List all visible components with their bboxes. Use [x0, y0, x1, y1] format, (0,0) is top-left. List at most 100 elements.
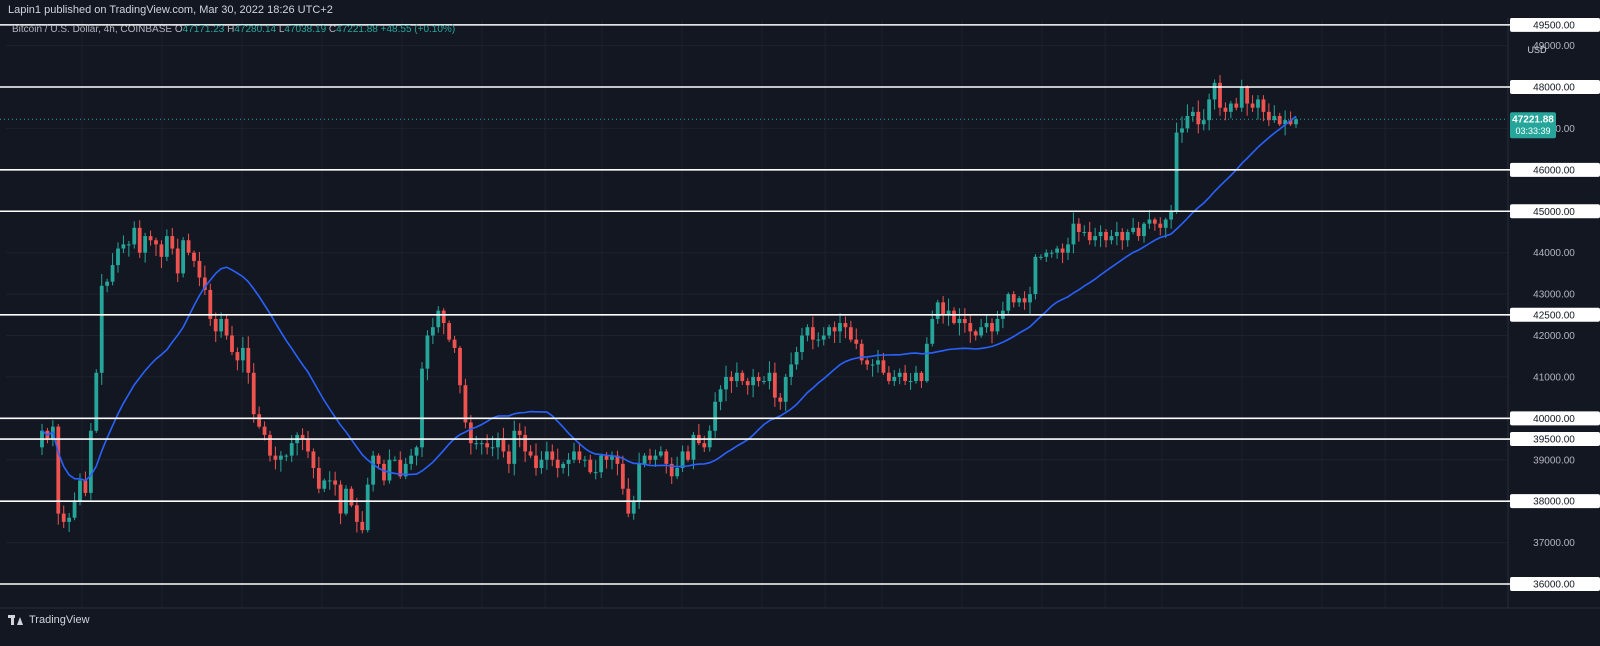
- candle-body: [908, 381, 913, 383]
- candle-body: [164, 236, 169, 257]
- candle-body: [680, 451, 685, 469]
- candle-body: [251, 372, 256, 415]
- price-chart[interactable]: 36000.00 37000.00 38000.00 39000.00 40000.00…: [0, 17, 1600, 628]
- candle-body: [1250, 103, 1255, 108]
- level-price-label: 42500.00: [1533, 310, 1575, 321]
- candle-body: [306, 439, 310, 452]
- level-price-tag: [1510, 432, 1600, 447]
- candle-body: [360, 521, 365, 531]
- candle-body: [1022, 298, 1027, 303]
- moving-average-line: [41, 115, 1297, 482]
- candle-body: [268, 434, 272, 456]
- level-price-tag: [1510, 411, 1600, 426]
- currency-label: USD: [1527, 45, 1547, 55]
- price-tick-label: 39000.00: [1533, 455, 1575, 466]
- candle-body: [1266, 111, 1271, 121]
- candle-body: [919, 372, 924, 382]
- candle-body: [1104, 231, 1108, 241]
- candle-body: [941, 302, 946, 315]
- legend-low-value: 47038.19: [284, 24, 327, 35]
- candle-body: [691, 434, 696, 460]
- candle-body: [403, 463, 408, 477]
- legend-high-value: 47280.14: [234, 24, 277, 35]
- candle-body: [577, 451, 582, 460]
- candle-body: [539, 459, 544, 469]
- candle-body: [327, 480, 332, 482]
- candle-body: [175, 248, 180, 274]
- candle-body: [924, 343, 929, 382]
- candle-body: [615, 455, 620, 464]
- candle-body: [810, 327, 815, 340]
- candle-body: [235, 352, 240, 361]
- candle-body: [1033, 256, 1038, 295]
- candle-body: [968, 323, 973, 332]
- candle-body: [376, 455, 381, 464]
- candle-body: [827, 327, 832, 336]
- candle-body: [78, 480, 82, 502]
- candle-body: [1245, 87, 1250, 104]
- candle-body: [946, 310, 951, 315]
- candle-body: [1212, 82, 1217, 100]
- candle-body: [637, 463, 642, 502]
- candle-body: [1190, 111, 1195, 116]
- candle-body: [186, 240, 191, 253]
- candle-body: [213, 318, 218, 332]
- level-price-label: 49500.00: [1533, 20, 1575, 31]
- candle-body: [610, 455, 614, 460]
- candle-body: [870, 364, 875, 366]
- candle-body: [490, 447, 495, 449]
- candle-body: [762, 381, 766, 383]
- candle-body: [1288, 120, 1293, 125]
- candle-body: [496, 439, 500, 448]
- candle-body: [349, 488, 354, 506]
- candle-body: [159, 244, 164, 257]
- tradingview-mark-icon: [8, 615, 24, 625]
- candle-body: [566, 459, 571, 464]
- candle-body: [425, 335, 430, 369]
- candle-body: [262, 426, 267, 435]
- chart-area[interactable]: 36000.00 37000.00 38000.00 39000.00 40000.00…: [0, 17, 1600, 628]
- candle-body: [148, 236, 153, 241]
- candle-body: [745, 381, 750, 386]
- candle-body: [1218, 82, 1222, 108]
- candle-body: [1283, 120, 1288, 125]
- candle-body: [686, 451, 690, 460]
- candle-body: [170, 236, 175, 249]
- candle-body: [1180, 128, 1184, 133]
- candle-body: [756, 376, 761, 382]
- price-tick-label: 37000.00: [1533, 538, 1575, 549]
- candle-body: [132, 227, 137, 245]
- candle-body: [767, 372, 772, 382]
- candle-body: [734, 372, 739, 382]
- candle-body: [398, 459, 403, 477]
- candle-body: [1038, 256, 1043, 258]
- candle-body: [664, 451, 669, 464]
- level-price-tag: [1510, 162, 1600, 177]
- candle-body: [154, 240, 158, 245]
- legend-low-label: L: [278, 24, 285, 35]
- candle-body: [544, 451, 549, 460]
- candle-body: [718, 389, 723, 402]
- legend-symbol: Bitcoin / U.S. Dollar, 4h, COINBASE: [12, 24, 173, 35]
- candle-body: [1228, 103, 1233, 112]
- candle-body: [512, 430, 517, 464]
- candle-body: [604, 455, 609, 460]
- candle-body: [783, 376, 788, 402]
- level-price-tag: [1510, 494, 1600, 509]
- candle-body: [957, 318, 962, 324]
- candle-body: [420, 368, 424, 448]
- legend-high-label: H: [227, 24, 235, 35]
- candle-body: [72, 501, 77, 518]
- candle-body: [409, 455, 414, 464]
- candle-body: [1017, 298, 1022, 303]
- price-tick-label: 49000.00: [1533, 41, 1575, 52]
- candle-body: [854, 339, 859, 344]
- tradingview-logo[interactable]: TradingView: [8, 614, 90, 626]
- price-tick-label: 44000.00: [1533, 248, 1575, 259]
- candle-body: [952, 310, 956, 324]
- level-price-tag: [1510, 307, 1600, 322]
- level-price-label: 46000.00: [1533, 165, 1575, 176]
- candle-body: [392, 459, 397, 461]
- candle-body: [1174, 132, 1179, 212]
- candle-body: [561, 463, 566, 469]
